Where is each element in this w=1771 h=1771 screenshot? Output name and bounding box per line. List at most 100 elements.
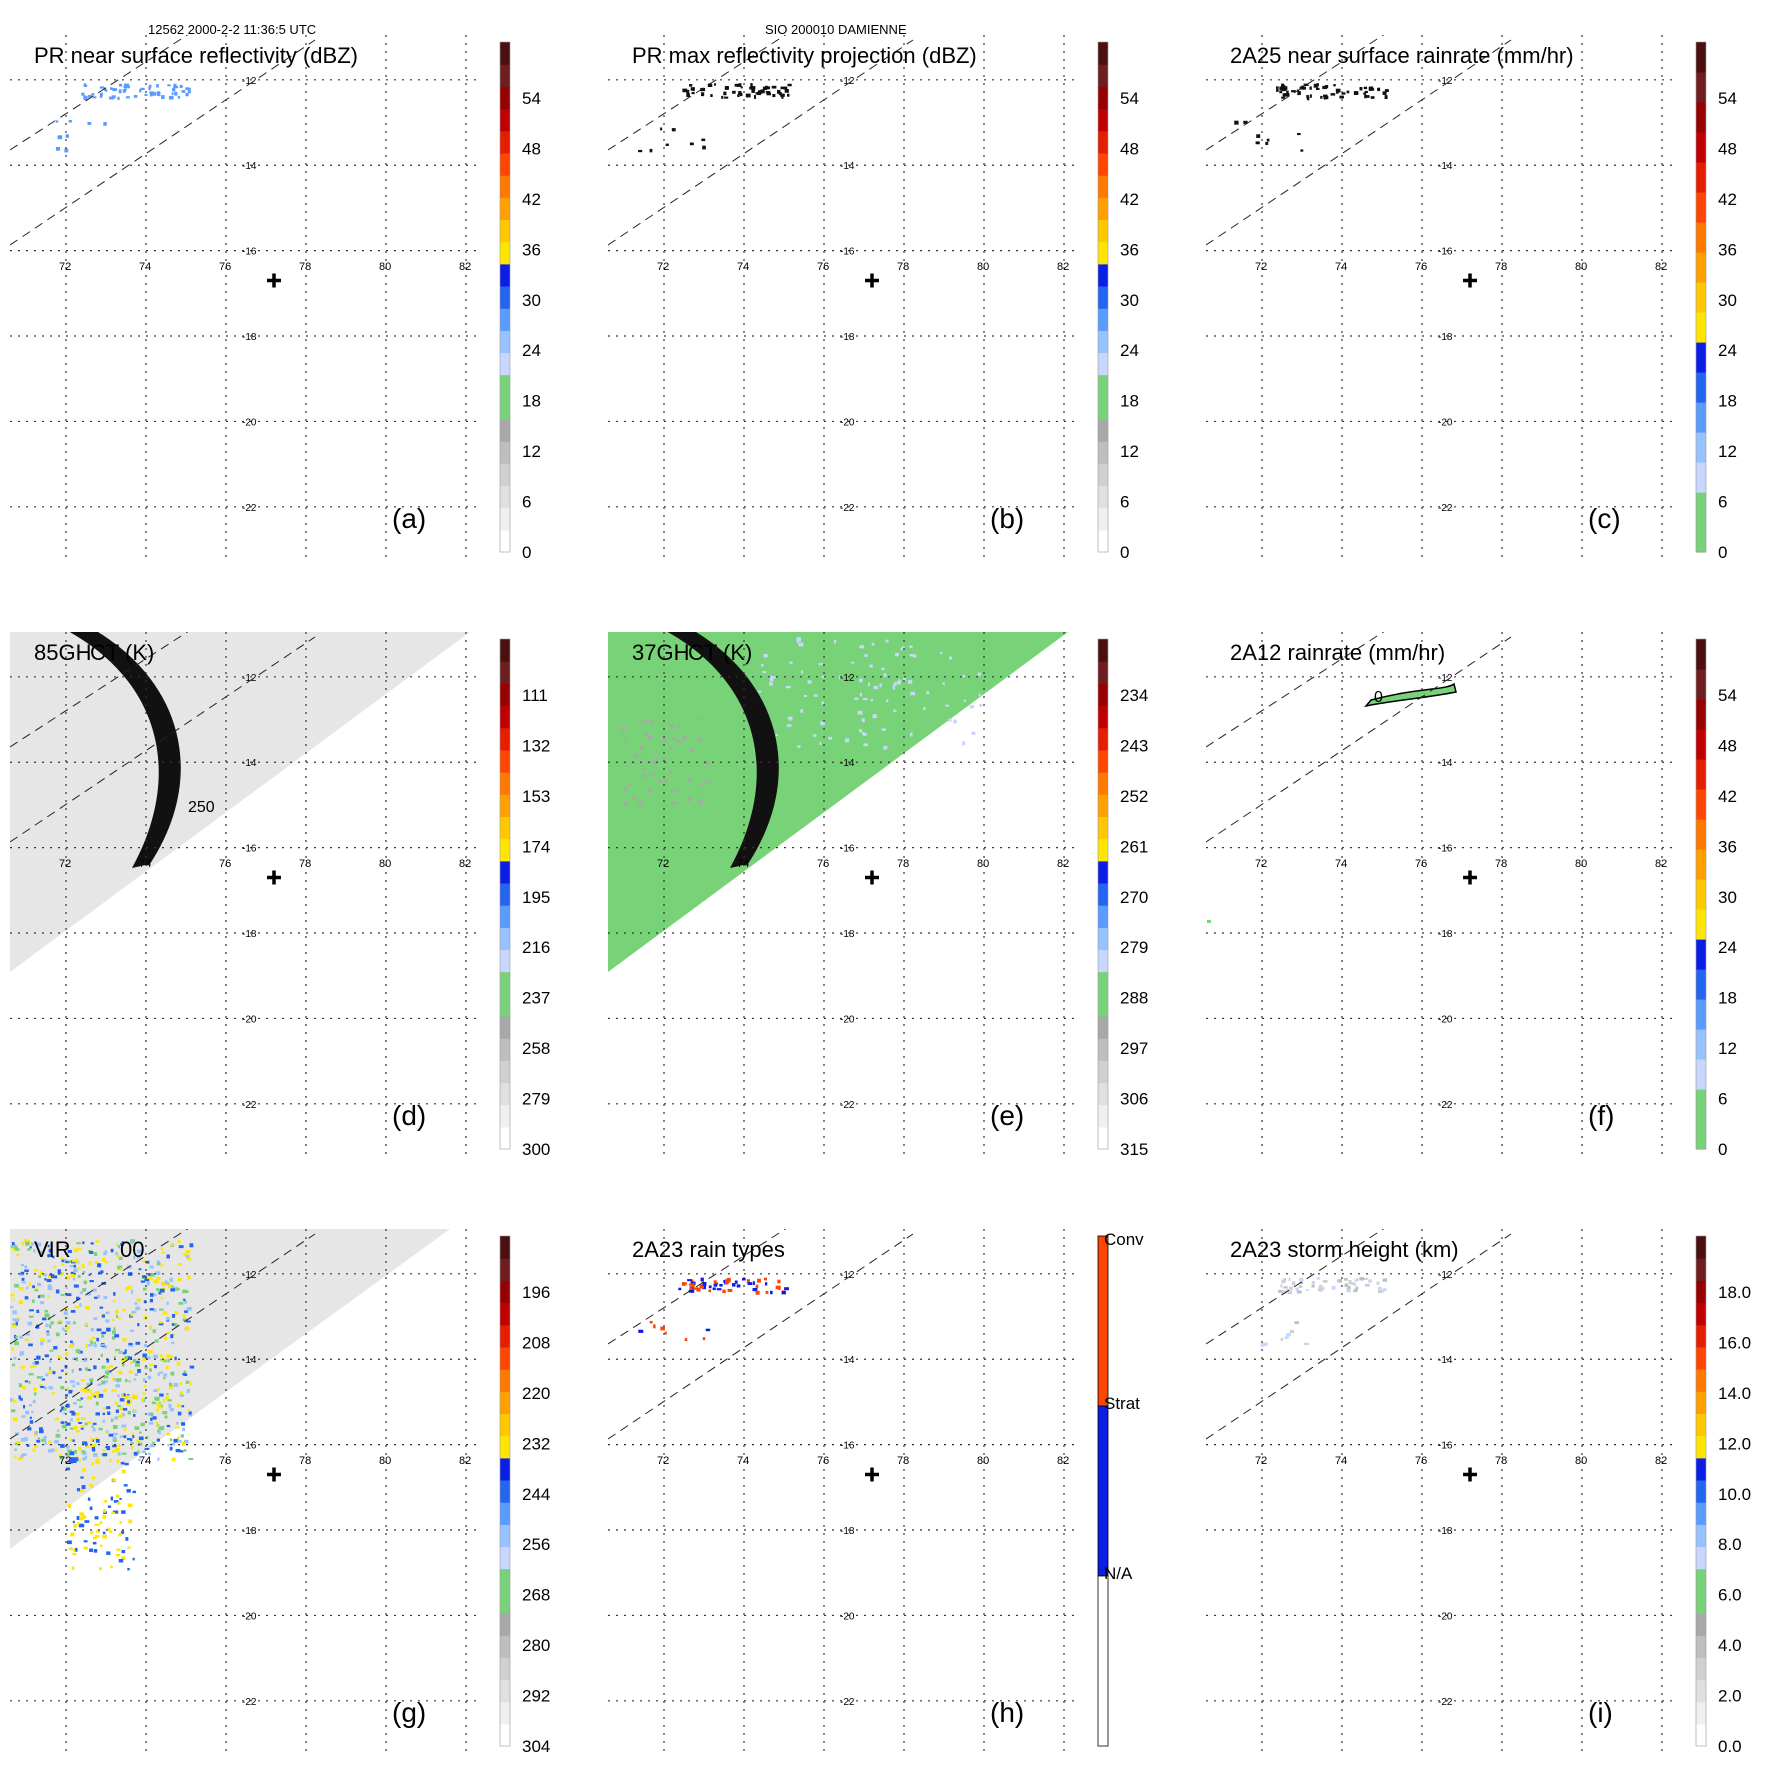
cloud-top-pixel xyxy=(73,1264,77,1268)
cloud-top-pixel xyxy=(120,1530,125,1535)
cloud-top-pixel xyxy=(88,1389,92,1394)
cloud-top-pixel xyxy=(57,1321,62,1325)
tb-speckle xyxy=(895,652,900,657)
cloud-top-pixel xyxy=(10,1245,15,1248)
cloud-top-pixel xyxy=(149,1364,154,1367)
lon-tick-label: 72 xyxy=(1255,858,1267,870)
cloud-top-pixel xyxy=(114,1416,118,1420)
rain-echo xyxy=(1320,95,1323,99)
tb-speckle xyxy=(879,683,882,688)
cloud-top-pixel xyxy=(45,1373,49,1377)
cloud-top-pixel xyxy=(94,1437,99,1441)
cloud-top-pixel xyxy=(121,1452,127,1455)
cloud-top-pixel xyxy=(71,1460,77,1464)
cloud-top-pixel xyxy=(149,1277,153,1281)
cloud-top-pixel xyxy=(164,1280,168,1285)
cloud-top-pixel xyxy=(146,1260,150,1264)
colorbar-segment xyxy=(500,794,510,817)
tb-speckle xyxy=(647,789,652,793)
cloud-top-pixel xyxy=(151,1441,155,1446)
cloud-top-pixel xyxy=(176,1421,179,1425)
cloud-top-pixel xyxy=(149,1445,152,1448)
cloud-top-pixel xyxy=(118,1350,124,1354)
panel-title: PR max reflectivity projection (dBZ) xyxy=(632,43,977,68)
colorbar-segment xyxy=(1098,927,1108,951)
cloud-top-pixel xyxy=(170,1334,174,1339)
cloud-top-pixel xyxy=(169,1355,173,1359)
cloud-top-pixel xyxy=(69,1438,72,1442)
colorbar-segment xyxy=(500,108,510,132)
cloud-top-pixel xyxy=(42,1317,47,1321)
colorbar-segment xyxy=(1098,683,1108,707)
tb-speckle xyxy=(763,654,768,658)
cloud-top-pixel xyxy=(75,1547,78,1552)
colorbar-tick-label: 292 xyxy=(522,1687,550,1706)
cloud-top-pixel xyxy=(122,1337,127,1342)
cloud-top-pixel xyxy=(106,1327,111,1332)
panel-plot-area: 72 74 76 78 80 82-12-14-16-18-20-22 xyxy=(1206,35,1676,560)
rain-echo xyxy=(762,86,768,91)
cloud-top-pixel xyxy=(47,1295,50,1298)
cloud-top-pixel xyxy=(179,1382,183,1385)
colorbar-segment xyxy=(500,352,510,376)
rain-echo xyxy=(173,86,179,89)
cloud-top-pixel xyxy=(138,1268,142,1271)
tb-speckle xyxy=(869,664,873,668)
rain-echo xyxy=(110,87,113,90)
cloud-top-pixel xyxy=(21,1277,25,1281)
tb-speckle xyxy=(661,757,666,760)
cloud-top-pixel xyxy=(43,1436,47,1439)
tb-speckle xyxy=(638,800,644,805)
tb-speckle xyxy=(797,745,801,748)
tb-speckle xyxy=(675,802,678,805)
rain-echo xyxy=(1322,85,1327,90)
cloud-top-pixel xyxy=(179,1394,185,1397)
tb-speckle xyxy=(761,664,764,667)
colorbar-segment xyxy=(1098,1126,1108,1150)
lat-tick-label: -14 xyxy=(242,161,257,172)
cloud-top-pixel xyxy=(102,1534,107,1539)
colorbar-segment xyxy=(500,1302,510,1326)
cloud-top-pixel xyxy=(92,1444,97,1447)
tb-speckle xyxy=(622,787,627,791)
colorbar-segment xyxy=(1696,849,1706,880)
tb-speckle xyxy=(632,761,637,765)
colorbar-tick-label: 6 xyxy=(1120,493,1129,512)
cloud-top-pixel xyxy=(11,1242,15,1246)
rain-echo xyxy=(55,120,59,123)
cloud-top-pixel xyxy=(169,1382,172,1386)
cloud-top-pixel xyxy=(154,1339,159,1343)
colorbar-segment xyxy=(1696,1590,1706,1614)
rain-echo xyxy=(1294,1321,1300,1325)
cloud-top-pixel xyxy=(159,1288,165,1293)
colorbar-tick-label: 48 xyxy=(1120,139,1139,158)
cloud-top-pixel xyxy=(10,1294,15,1297)
cloud-top-pixel xyxy=(24,1265,28,1269)
cloud-top-pixel xyxy=(101,1313,105,1316)
cloud-top-pixel xyxy=(70,1310,76,1313)
cloud-top-pixel xyxy=(182,1427,186,1432)
colorbar-segment xyxy=(1098,263,1108,287)
rain-echo xyxy=(765,1290,769,1294)
colorbar-tick-label: 315 xyxy=(1120,1140,1148,1159)
cloud-top-pixel xyxy=(144,1447,150,1451)
rain-echo xyxy=(1256,134,1261,138)
cloud-top-pixel xyxy=(99,1344,105,1347)
cloud-top-pixel xyxy=(26,1444,30,1447)
cloud-top-pixel xyxy=(41,1438,47,1442)
cloud-top-pixel xyxy=(150,1417,153,1421)
colorbar-segment xyxy=(1098,794,1108,817)
lat-tick-label: -22 xyxy=(1438,503,1453,514)
cloud-top-pixel xyxy=(139,1431,142,1434)
tb-speckle xyxy=(704,761,709,765)
cloud-top-pixel xyxy=(161,1251,166,1254)
rain-echo xyxy=(719,1284,723,1287)
colorbar-tick-label: 10.0 xyxy=(1718,1485,1751,1504)
tb-speckle xyxy=(828,736,832,740)
cloud-top-pixel xyxy=(18,1300,23,1305)
tb-speckle xyxy=(867,682,870,687)
cloud-top-pixel xyxy=(55,1448,58,1452)
tb-speckle xyxy=(859,692,863,697)
tb-speckle xyxy=(963,699,966,702)
tb-speckle xyxy=(686,799,691,802)
